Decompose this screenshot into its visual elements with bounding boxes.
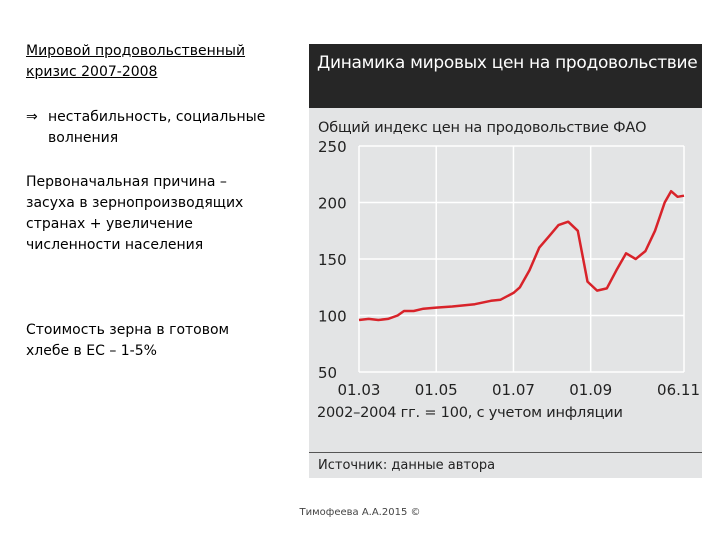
slide-title-line2: кризис 2007-2008 [26,64,158,80]
y-tick-label: 200 [318,195,347,213]
bullet-item: ⇒ нестабильность, социальные волнения [26,107,286,149]
slide-title-line1: Мировой продовольственный [26,43,246,59]
bullet-text: нестабильность, социальные волнения [48,109,266,146]
y-tick-label: 150 [318,251,347,269]
x-tick-label: 01.09 [569,381,612,399]
y-tick-label: 50 [318,364,337,382]
slide-footer: Тимофеева А.А.2015 © [299,507,421,518]
chart-title: Динамика мировых цен на продовольствие [317,53,698,73]
implies-arrow-icon: ⇒ [26,109,38,125]
y-tick-label: 100 [318,308,347,326]
source-divider [309,452,702,453]
cause-text: Первоначальная причина – засуха в зерноп… [26,174,244,253]
y-tick-label: 250 [318,138,347,156]
chart-note: 2002–2004 гг. = 100, с учетом инфляции [317,405,623,421]
slide-title: Мировой продовольственный кризис 2007-20… [26,41,296,83]
price-index-line [358,189,685,322]
food-price-chart: Динамика мировых цен на продовольствие О… [309,44,702,478]
x-tick-label: 01.03 [338,381,381,399]
chart-subtitle: Общий индекс цен на продовольствие ФАО [318,120,647,136]
chart-source: Источник: данные автора [318,458,496,473]
grain-cost-text: Стоимость зерна в готовом хлебе в ЕС – 1… [26,322,230,359]
x-tick-label: 06.11 [657,381,700,399]
x-tick-label: 01.05 [415,381,458,399]
x-tick-label: 01.07 [492,381,535,399]
chart-header: Динамика мировых цен на продовольствие [309,44,702,108]
